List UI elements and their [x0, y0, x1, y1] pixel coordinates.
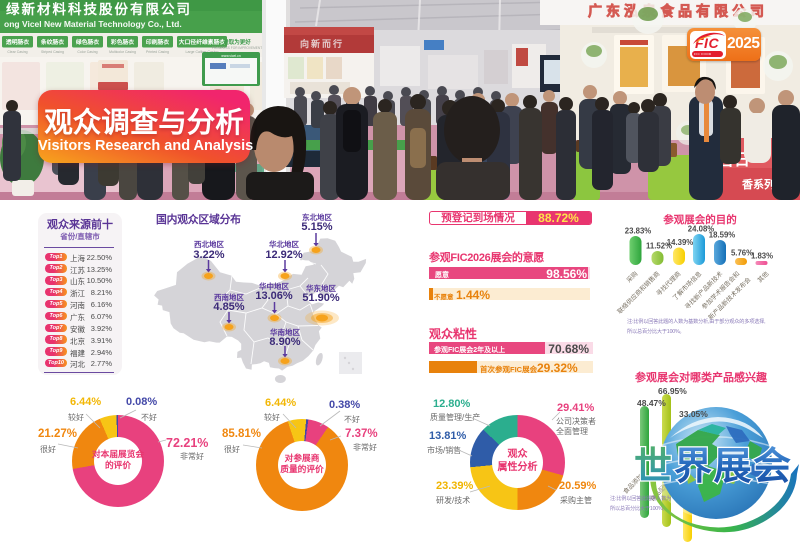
- svg-text:24.08%: 24.08%: [688, 225, 715, 234]
- svg-text:印刷肠衣: 印刷肠衣: [146, 38, 169, 46]
- svg-text:11.52%: 11.52%: [646, 242, 672, 251]
- svg-text:向新而行: 向新而行: [300, 38, 344, 49]
- svg-text:ong Vicel New Material Technol: ong Vicel New Material Technology Co., L…: [4, 19, 182, 29]
- svg-text:进取为更好: 进取为更好: [223, 38, 251, 46]
- svg-text:1.83%: 1.83%: [751, 252, 773, 261]
- svg-text:绿色肠衣: 绿色肠衣: [76, 38, 99, 46]
- svg-text:彩色肠衣: 彩色肠衣: [110, 38, 134, 46]
- svg-text:世: 世: [634, 446, 674, 488]
- svg-text:Printed Casing: Printed Casing: [146, 50, 169, 54]
- svg-text:条纹肠衣: 条纹肠衣: [40, 38, 64, 46]
- svg-text:透明肠衣: 透明肠衣: [6, 38, 29, 46]
- svg-text:广东泓泉食品有限公司: 广东泓泉食品有限公司: [588, 3, 768, 19]
- svg-text:14.39%: 14.39%: [667, 238, 694, 247]
- svg-text:香系列: 香系列: [741, 177, 775, 191]
- svg-text:其他: 其他: [755, 269, 771, 285]
- svg-text:PROGRESS FOR IMPROVEMENT: PROGRESS FOR IMPROVEMENT: [212, 46, 262, 50]
- svg-text:18.59%: 18.59%: [709, 231, 736, 240]
- svg-text:界展会: 界展会: [674, 446, 793, 488]
- svg-text:Clear Casing: Clear Casing: [7, 50, 27, 54]
- svg-text:Multicolor Casing: Multicolor Casing: [109, 50, 136, 54]
- svg-text:Large Caliber Casing: Large Caliber Casing: [186, 50, 219, 54]
- svg-text:5.76%: 5.76%: [731, 249, 753, 258]
- svg-text:绿新材料科技股份有限公司: 绿新材料科技股份有限公司: [6, 1, 192, 17]
- svg-text:www.vicel.cn: www.vicel.cn: [221, 54, 241, 58]
- svg-text:Striped Casing: Striped Casing: [41, 50, 64, 54]
- svg-text:采购: 采购: [624, 269, 639, 284]
- svg-text:23.83%: 23.83%: [625, 227, 652, 236]
- svg-text:大口径纤维素肠衣: 大口径纤维素肠衣: [179, 38, 226, 46]
- svg-text:Color Casing: Color Casing: [77, 50, 97, 54]
